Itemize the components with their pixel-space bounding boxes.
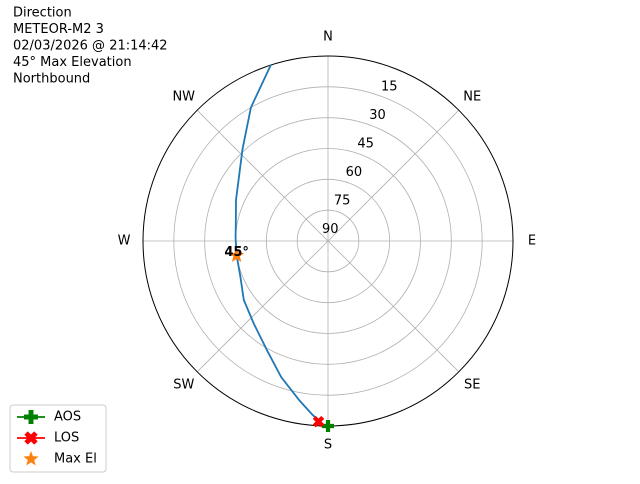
title-line: Northbound bbox=[13, 72, 90, 87]
title-line: 45° Max Elevation bbox=[13, 55, 132, 70]
legend: AOS LOS Max El bbox=[9, 404, 107, 473]
theta-tick-label: N bbox=[323, 30, 333, 45]
grid-spoke bbox=[327, 109, 460, 242]
theta-tick-label: E bbox=[528, 234, 536, 249]
theta-tick-label: S bbox=[324, 438, 332, 453]
grid-spoke bbox=[196, 240, 329, 373]
r-tick-label: 75 bbox=[334, 193, 351, 208]
marker bbox=[312, 415, 325, 428]
legend-frame bbox=[9, 404, 107, 473]
grid-spoke bbox=[327, 240, 460, 373]
value-label: 45° bbox=[224, 245, 249, 260]
grid-spoke bbox=[196, 109, 329, 242]
r-tick-label: 90 bbox=[322, 222, 339, 237]
title-line: Direction bbox=[13, 6, 72, 21]
title-line: METEOR-M2 3 bbox=[13, 22, 104, 37]
title-line: 02/03/2026 @ 21:14:42 bbox=[13, 39, 168, 54]
theta-tick-label: NE bbox=[463, 89, 481, 104]
track-line bbox=[234, 64, 326, 427]
legend-label: LOS bbox=[54, 431, 79, 446]
r-tick-label: 30 bbox=[369, 108, 386, 123]
legend-marker bbox=[24, 431, 38, 445]
r-tick-label: 15 bbox=[381, 80, 398, 95]
r-tick-label: 45 bbox=[357, 136, 374, 151]
legend-marker bbox=[23, 451, 39, 466]
legend-marker bbox=[24, 410, 38, 424]
marker bbox=[322, 420, 334, 432]
legend-label: Max El bbox=[54, 452, 97, 467]
legend-label: AOS bbox=[54, 410, 81, 425]
theta-tick-label: W bbox=[118, 234, 131, 249]
marker bbox=[229, 247, 245, 262]
theta-tick-label: NW bbox=[172, 89, 195, 104]
theta-tick-label: SE bbox=[464, 378, 480, 393]
r-tick-label: 60 bbox=[346, 165, 363, 180]
theta-tick-label: SW bbox=[173, 378, 194, 393]
